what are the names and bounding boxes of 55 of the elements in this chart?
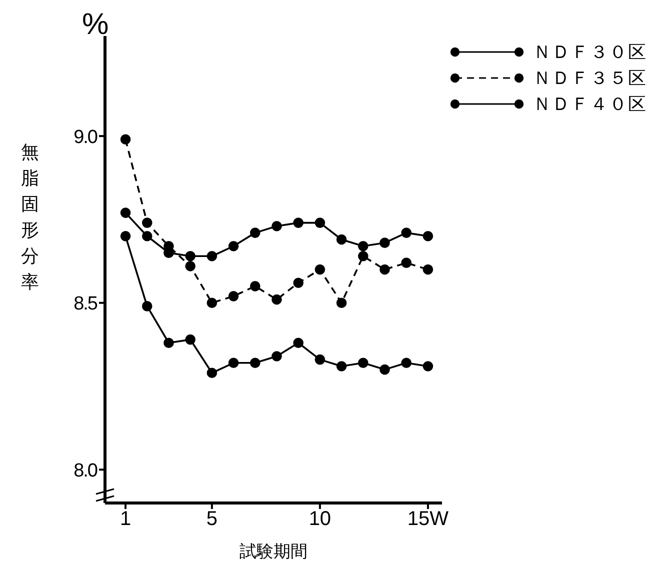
legend-label: ＮＤＦ３５区 xyxy=(533,67,647,90)
point xyxy=(185,334,196,345)
point xyxy=(250,281,260,292)
y-tick-label: 9.0 xyxy=(74,126,98,148)
y-axis-title: 無脂固形分率 xyxy=(21,142,39,292)
point xyxy=(380,238,390,248)
x-tick-label: 10 xyxy=(308,508,332,530)
point xyxy=(206,251,218,262)
point xyxy=(228,291,239,302)
point xyxy=(272,351,282,362)
point xyxy=(250,228,260,238)
point xyxy=(358,241,368,252)
point xyxy=(401,358,412,368)
x-tick-label: 5 xyxy=(206,508,218,530)
point xyxy=(142,230,152,242)
point xyxy=(272,294,282,305)
point xyxy=(206,298,218,308)
point xyxy=(142,301,152,312)
point xyxy=(358,358,368,368)
point xyxy=(336,298,347,308)
point xyxy=(293,338,304,348)
x-tick-label: 1 xyxy=(120,508,132,530)
point xyxy=(228,241,239,252)
point xyxy=(120,230,131,242)
point xyxy=(293,278,304,288)
point xyxy=(314,354,326,365)
legend-label: ＮＤＦ４０区 xyxy=(533,93,647,116)
point xyxy=(185,261,196,272)
point xyxy=(228,358,239,368)
point xyxy=(401,258,412,268)
point xyxy=(314,264,326,275)
point xyxy=(336,361,347,372)
point xyxy=(185,251,196,262)
point xyxy=(250,358,260,368)
annotation: % xyxy=(82,8,109,42)
point xyxy=(401,228,412,238)
point xyxy=(422,361,434,372)
point xyxy=(272,220,282,232)
point xyxy=(120,134,131,145)
point xyxy=(293,218,304,228)
point xyxy=(380,364,390,375)
x-tick-label: 15W xyxy=(407,508,449,530)
point xyxy=(142,218,152,228)
point xyxy=(380,264,390,275)
point xyxy=(314,218,326,228)
legend-label: ＮＤＦ３０区 xyxy=(533,41,647,64)
point xyxy=(358,251,368,262)
point xyxy=(120,208,131,218)
point xyxy=(206,368,218,378)
point xyxy=(422,230,434,242)
y-tick-label: 8.5 xyxy=(74,294,98,315)
point xyxy=(422,264,434,275)
y-tick-label: 8.0 xyxy=(74,460,98,482)
point xyxy=(164,338,174,348)
point xyxy=(336,234,347,245)
